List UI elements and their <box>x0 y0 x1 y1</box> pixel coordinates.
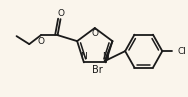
Text: Cl: Cl <box>178 47 187 56</box>
Text: N: N <box>80 52 87 61</box>
Text: O: O <box>91 29 98 39</box>
Text: N: N <box>102 52 109 61</box>
Text: O: O <box>37 37 45 46</box>
Text: Br: Br <box>92 65 103 75</box>
Text: O: O <box>58 9 65 18</box>
